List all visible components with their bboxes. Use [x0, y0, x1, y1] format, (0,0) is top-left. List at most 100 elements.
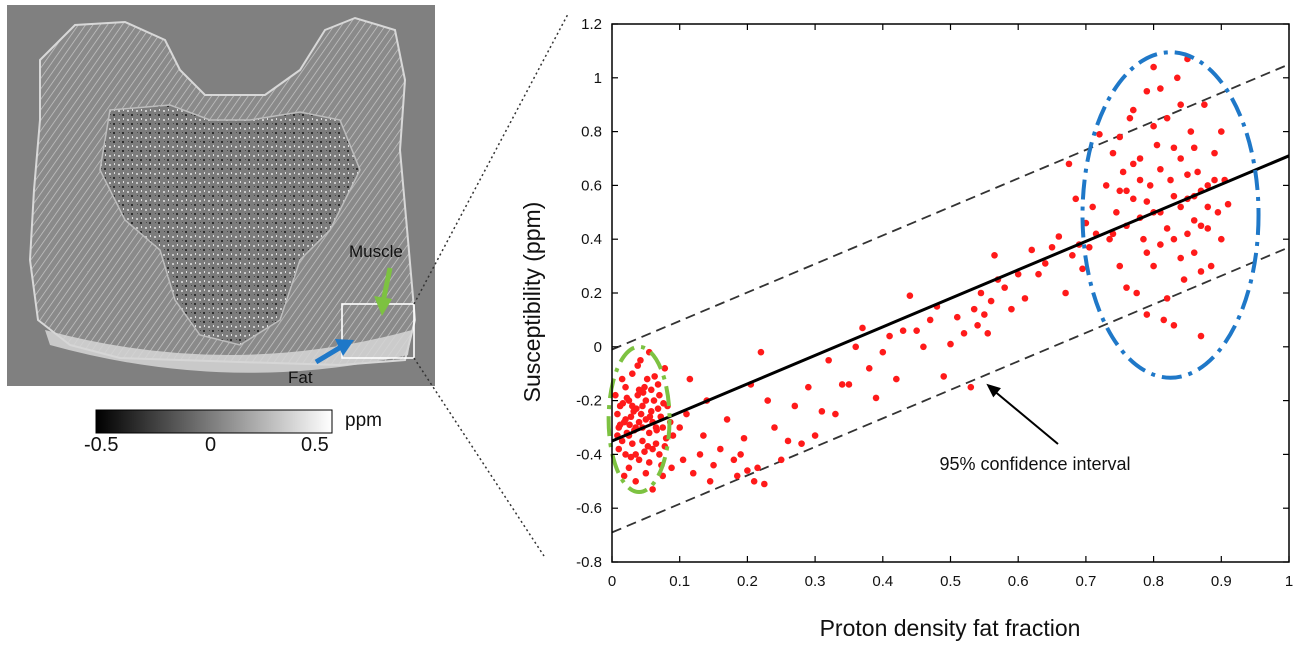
y-tick-label: 1.2 — [581, 16, 602, 33]
data-point — [1133, 289, 1140, 297]
annotation-label: 95% confidence interval — [939, 454, 1130, 474]
data-point — [733, 472, 741, 480]
data-point — [1021, 295, 1029, 302]
muscle-cluster-ellipse — [606, 344, 672, 495]
data-point — [653, 426, 660, 434]
data-point — [1224, 200, 1232, 208]
data-point — [669, 432, 677, 439]
data-point — [1170, 144, 1178, 152]
data-point — [642, 469, 650, 477]
data-point — [777, 456, 785, 464]
data-point — [940, 373, 948, 380]
data-point — [668, 464, 675, 472]
data-point — [1014, 270, 1022, 278]
data-point — [614, 410, 621, 418]
x-axis-label: Proton density fat fraction — [820, 615, 1081, 641]
data-point — [1214, 209, 1222, 216]
data-point — [730, 456, 738, 464]
data-point — [1072, 195, 1080, 203]
data-point — [1119, 168, 1127, 176]
data-point — [656, 391, 663, 399]
data-point — [626, 421, 633, 429]
data-point — [1177, 155, 1184, 162]
data-point — [1153, 141, 1161, 149]
data-point — [689, 469, 697, 477]
data-point — [654, 405, 662, 412]
data-point — [1150, 122, 1157, 130]
data-point — [1201, 101, 1208, 108]
data-point — [1116, 187, 1124, 195]
data-point — [1146, 182, 1154, 189]
y-tick-label: -0.6 — [576, 500, 602, 517]
x-tick-label: 1 — [1285, 573, 1293, 590]
data-point — [618, 375, 626, 383]
data-point — [1096, 130, 1103, 138]
data-point — [723, 416, 731, 423]
data-point — [859, 324, 866, 332]
data-point — [1207, 262, 1215, 270]
y-tick-label: 0.6 — [581, 177, 602, 194]
data-point — [1197, 268, 1205, 275]
data-point — [1109, 149, 1117, 157]
fat-arrow-icon — [314, 339, 354, 365]
data-point — [1194, 168, 1201, 176]
y-axis-label: Susceptibility (ppm) — [519, 202, 545, 403]
data-point — [852, 343, 860, 351]
data-point — [641, 383, 648, 391]
data-point — [676, 424, 683, 431]
x-tick-label: 0.3 — [805, 573, 826, 590]
data-point — [646, 413, 654, 421]
data-point — [1197, 332, 1205, 340]
y-tick-label: 0.4 — [581, 231, 602, 248]
data-point — [1170, 235, 1178, 243]
data-point — [717, 445, 724, 453]
y-tick-label: 1 — [594, 70, 602, 87]
data-point — [1184, 230, 1191, 238]
data-point — [920, 343, 927, 351]
data-point — [1157, 85, 1164, 92]
data-point — [1143, 198, 1151, 205]
data-point — [1163, 295, 1171, 302]
data-point — [1123, 187, 1130, 195]
data-point — [879, 348, 887, 356]
data-point — [1001, 284, 1008, 291]
y-tick-label: 0.8 — [581, 124, 602, 141]
data-point — [970, 305, 978, 313]
data-point — [1157, 241, 1164, 248]
data-point — [1136, 176, 1144, 184]
data-point — [612, 391, 619, 399]
data-point — [629, 440, 636, 447]
data-point — [1048, 243, 1056, 251]
data-point — [1069, 252, 1076, 259]
data-point — [798, 440, 805, 447]
data-point — [1190, 249, 1198, 256]
data-point — [1211, 149, 1218, 157]
data-point — [771, 424, 778, 431]
data-point — [805, 383, 812, 391]
data-point — [643, 375, 651, 383]
data-point — [622, 416, 629, 423]
data-point — [622, 451, 629, 458]
data-point — [893, 375, 900, 383]
data-point — [625, 464, 633, 472]
y-tick-label: -0.2 — [576, 393, 602, 410]
data-point — [1089, 203, 1096, 211]
data-point — [645, 459, 653, 466]
data-point — [650, 397, 658, 404]
data-point — [1041, 260, 1049, 267]
data-point — [620, 472, 628, 480]
data-point — [757, 348, 765, 356]
data-point — [1085, 243, 1093, 251]
data-point — [1218, 235, 1225, 243]
data-point — [652, 440, 660, 447]
data-point — [1129, 106, 1137, 114]
data-point — [1028, 246, 1036, 254]
data-point — [1126, 114, 1134, 122]
data-point — [1116, 262, 1124, 270]
data-point — [656, 451, 663, 458]
data-point — [1218, 128, 1225, 135]
mri-susceptibility-image — [7, 5, 435, 434]
x-tick-label: 0.9 — [1211, 573, 1232, 590]
data-point — [683, 410, 690, 418]
data-point — [1167, 176, 1174, 184]
